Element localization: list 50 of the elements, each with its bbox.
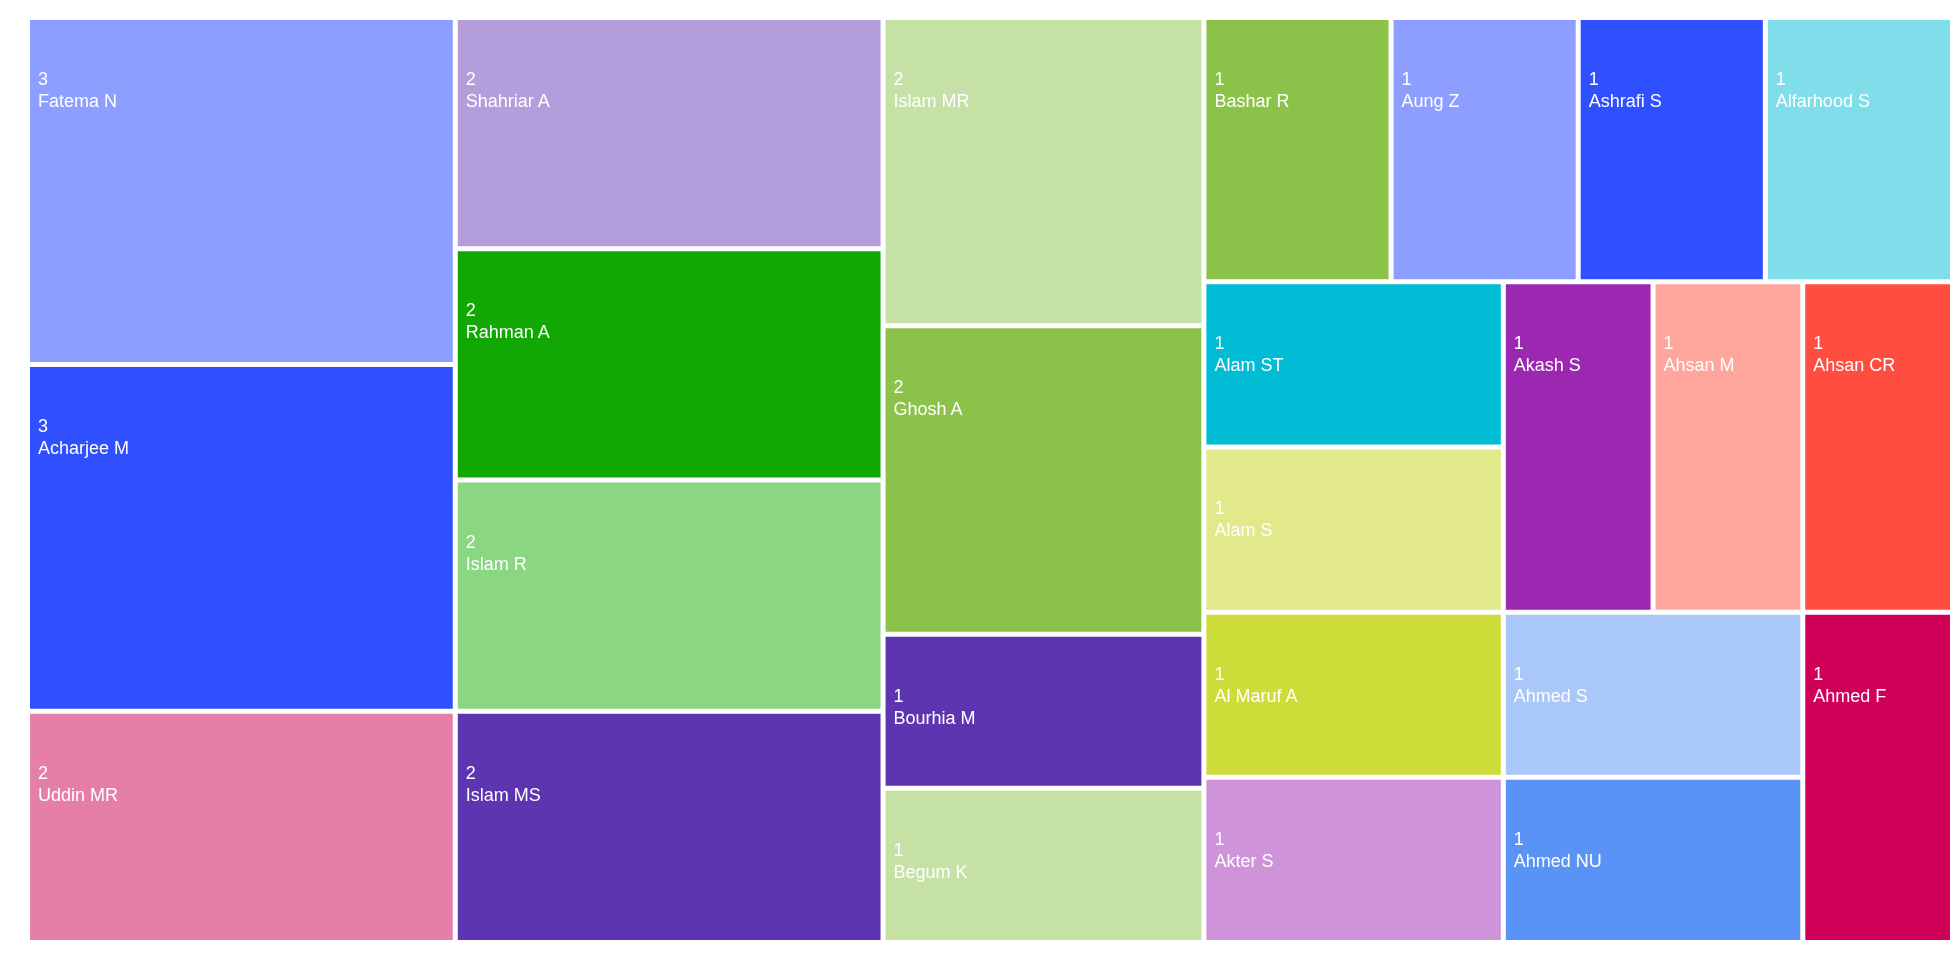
category-label: Ahmed F [1813,685,1887,706]
data-label: 1 [1813,333,1824,354]
data-label: 1 [1588,69,1599,89]
category-label: Uddin MR [38,784,119,805]
data-label: 2 [465,300,476,321]
category-label: Fatema N [38,91,118,111]
data-label: 1 [1214,828,1225,849]
category-label: Islam MR [893,91,970,111]
data-label: 3 [38,415,49,436]
data-label: 1 [1775,69,1786,89]
category-label: Begum K [893,861,968,882]
category-label: Shahriar A [465,91,550,111]
data-label: 1 [1513,333,1524,354]
data-label: 2 [893,377,904,398]
data-label: 2 [465,531,476,552]
category-label: Akash S [1513,355,1581,376]
category-label: Acharjee M [38,437,130,458]
data-label: 2 [893,69,904,89]
category-label: Ahsan CR [1813,355,1896,376]
category-label: Alam S [1214,520,1273,541]
data-label: 1 [1513,663,1524,684]
category-label: Ashrafi S [1588,91,1662,111]
data-label: 2 [38,762,49,783]
category-label: Ahmed NU [1513,850,1602,871]
category-label: Akter S [1214,850,1274,871]
category-label: Bourhia M [893,707,976,728]
category-label: Ghosh A [893,399,963,420]
data-label: 1 [1214,498,1225,519]
category-label: Aung Z [1401,91,1460,111]
data-label: 2 [465,762,476,783]
data-label: 1 [1513,828,1524,849]
data-label: 1 [1214,333,1225,354]
data-label: 1 [1214,663,1225,684]
category-label: Alam ST [1214,355,1284,376]
category-label: Islam MS [465,784,541,805]
data-label: 3 [38,69,49,89]
data-label: 1 [1813,663,1824,684]
category-label: Al Maruf A [1214,685,1298,706]
category-label: Rahman A [465,322,550,343]
data-label: 1 [893,685,904,706]
category-label: Bashar R [1214,91,1290,111]
data-label: 2 [465,69,476,89]
data-label: 1 [893,839,904,860]
data-label: 1 [1663,333,1674,354]
data-label: 1 [1401,69,1412,89]
category-label: Ahmed S [1513,685,1588,706]
data-label: 1 [1214,69,1225,89]
category-label: Ahsan M [1663,355,1735,376]
category-label: Islam R [465,553,527,574]
category-label: Alfarhood S [1775,91,1870,111]
